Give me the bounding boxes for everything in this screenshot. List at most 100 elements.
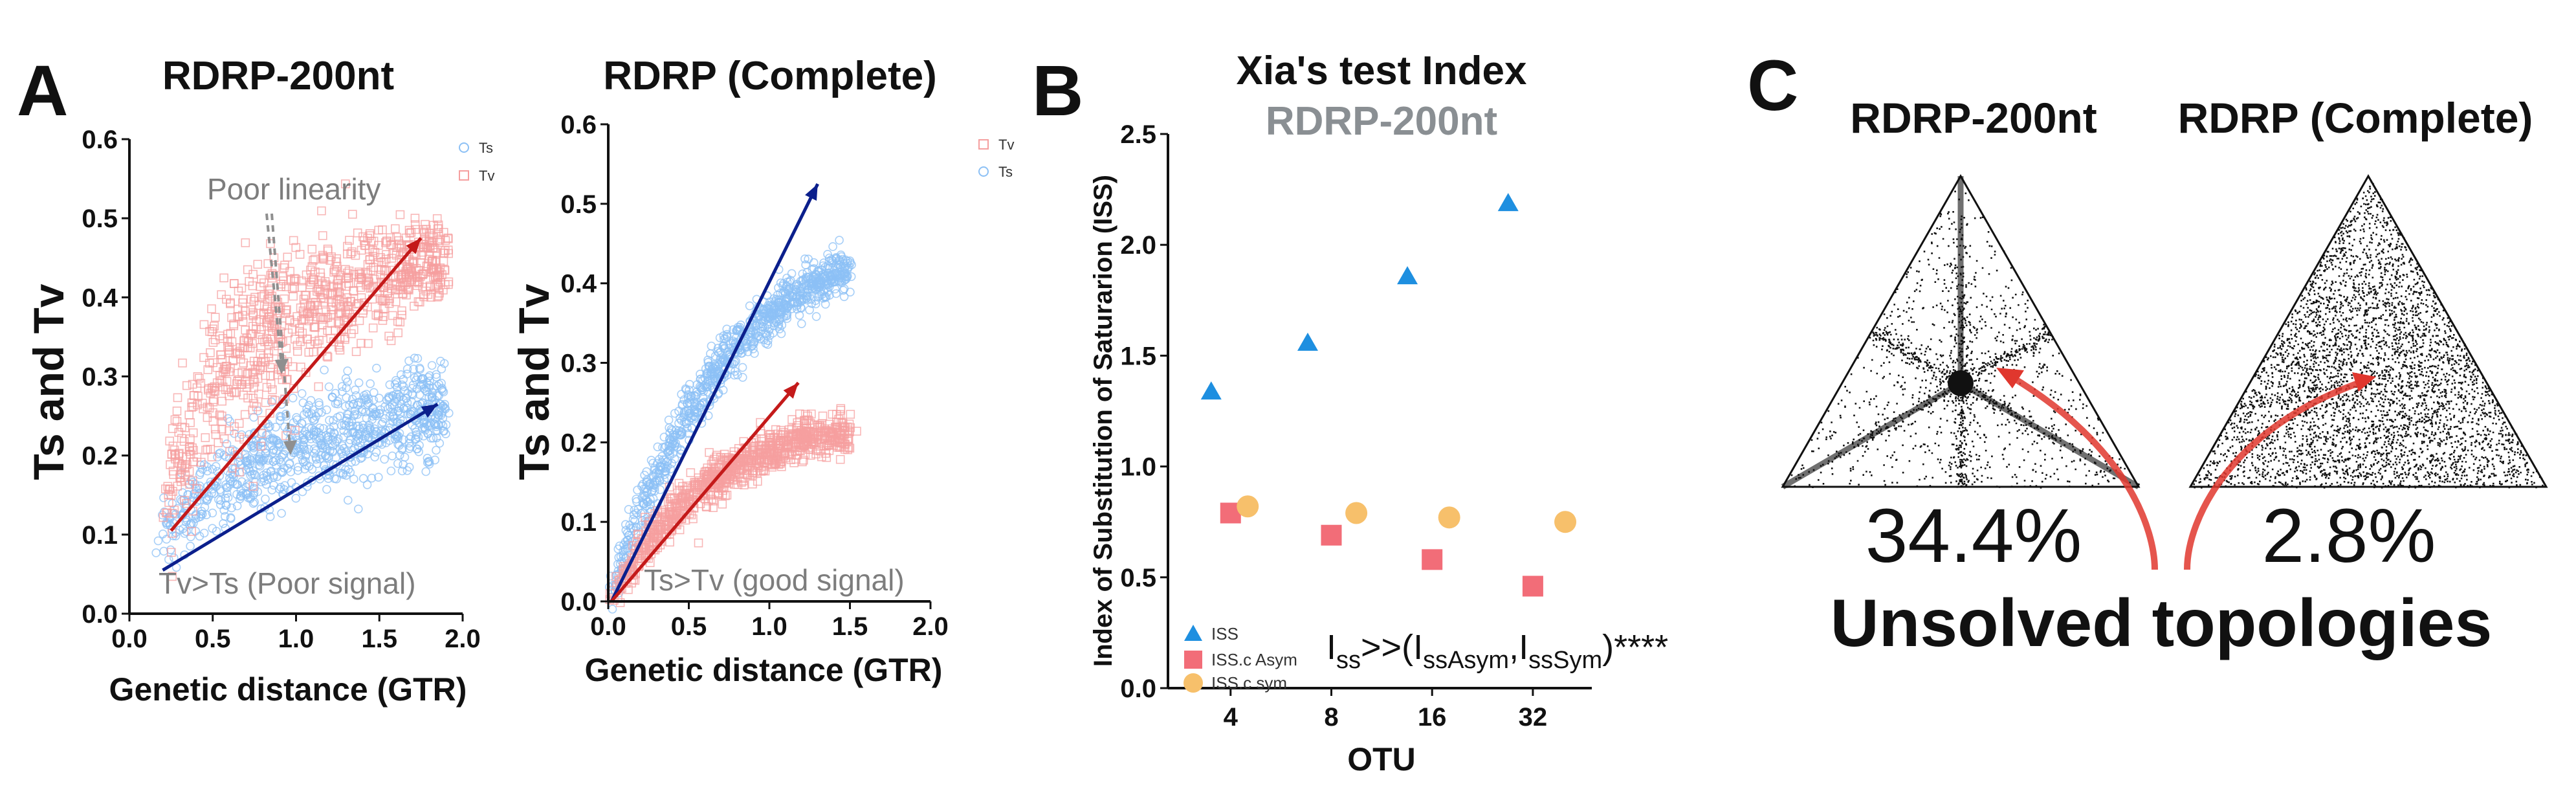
scatter-point-tv (290, 318, 300, 328)
scatter-point-ts (197, 509, 207, 519)
scatter-point-ts (307, 414, 317, 423)
scatter-point-ts (219, 519, 228, 528)
scatter-point-tv (285, 315, 294, 324)
scatter-point-ts (423, 429, 433, 438)
scatter-point-tv (328, 305, 338, 315)
scatter-point-tv (210, 313, 220, 322)
scatter-point-tv (186, 418, 195, 427)
scatter-point-tv (843, 436, 852, 446)
scatter-point-tv (248, 482, 258, 491)
scatter-point-ts (777, 320, 787, 330)
scatter-point-ts (370, 452, 380, 462)
scatter-point-tv (835, 443, 844, 452)
scatter-point-tv (364, 277, 373, 286)
scatter-point-tv (247, 295, 256, 304)
scatter-point-tv (328, 288, 338, 298)
x-tick-label: 1.5 (832, 612, 868, 641)
scatter-point-tv (177, 434, 186, 443)
scatter-point-ts (371, 407, 380, 417)
scatter-point-ts (406, 432, 416, 441)
scatter-point-ts (378, 418, 388, 427)
scatter-point-ts (248, 466, 258, 476)
point-iss (1200, 381, 1222, 400)
scatter-point-ts (412, 430, 421, 440)
scatter-point-tv (314, 382, 324, 392)
scatter-point-tv (234, 375, 244, 385)
scatter-point-ts (674, 407, 683, 416)
scatter-point-tv (373, 309, 383, 318)
x-axis-label: Genetic distance (GTR) (109, 671, 467, 708)
scatter-point-ts (380, 454, 389, 464)
scatter-point-ts (408, 420, 417, 430)
plot-title: RDRP-200nt (162, 54, 394, 98)
scatter-point-ts (846, 272, 856, 282)
scatter-point-tv (654, 526, 663, 535)
trend-arrow-ts (162, 403, 439, 572)
scatter-point-tv (208, 408, 217, 418)
legend-label: Tv (998, 137, 1014, 153)
legend: ISS ISS.c Asym ISS.c sym (1183, 624, 1297, 693)
scatter-point-tv (444, 280, 453, 289)
scatter-point-tv (690, 478, 699, 487)
scatter-point-ts (814, 273, 824, 282)
scatter-point-tv (440, 265, 449, 274)
scatter-point-tv (709, 469, 718, 478)
scatter-point-ts (676, 430, 685, 440)
scatter-point-tv (298, 306, 308, 316)
scatter-point-ts (311, 452, 321, 462)
point-iss-sym (1345, 502, 1368, 524)
scatter-point-tv (369, 274, 379, 284)
scatter-point-tv (797, 432, 806, 441)
scatter-point-tv (233, 377, 242, 386)
scatter-point-tv (246, 305, 256, 315)
scatter-point-ts (822, 287, 832, 297)
scatter-point-ts (159, 493, 168, 502)
x-tick-label: 0.5 (671, 612, 707, 641)
scatter-point-ts (301, 452, 311, 461)
scatter-point-tv (363, 234, 373, 243)
scatter-point-ts (243, 479, 252, 489)
scatter-point-tv (207, 327, 217, 337)
scatter-point-ts (751, 328, 760, 337)
scatter-point-tv (304, 348, 314, 357)
trend-arrow-tv (170, 237, 423, 532)
scatter-point-tv (207, 384, 217, 393)
scatter-point-tv (168, 466, 178, 476)
scatter-point-ts (413, 353, 423, 363)
scatter-point-tv (347, 247, 357, 256)
scatter-point-tv (188, 428, 198, 438)
triangle-title: RDRP (Complete) (2178, 94, 2533, 142)
scatter-point-ts (313, 459, 322, 469)
scatter-point-tv (199, 320, 209, 329)
scatter-point-tv (401, 280, 410, 289)
scatter-point-ts (732, 326, 742, 335)
scatter-point-ts (433, 426, 443, 436)
legend: Tv Ts (978, 137, 1014, 180)
scatter-point-ts (343, 366, 353, 375)
scatter-point-ts (166, 545, 175, 555)
scatter-point-tv (791, 434, 800, 444)
scatter-point-ts (196, 511, 205, 521)
scatter-point-tv (217, 396, 227, 406)
scatter-point-tv (192, 484, 201, 493)
scatter-point-tv (391, 272, 401, 282)
central-band (1781, 381, 1963, 489)
scatter-point-ts (428, 393, 437, 403)
scatter-point-ts (835, 270, 844, 280)
scatter-point-ts (349, 399, 358, 408)
scatter-point-tv (430, 282, 439, 291)
scatter-point-ts (430, 455, 440, 465)
scatter-point-ts (412, 400, 422, 410)
scatter-point-ts (208, 464, 217, 474)
scatter-point-ts (395, 403, 404, 413)
scatter-point-ts (432, 372, 441, 382)
scatter-point-tv (203, 365, 213, 374)
scatter-point-tv (307, 245, 317, 254)
scatter-point-ts (814, 276, 824, 285)
scatter-point-tv (703, 472, 712, 482)
y-tick-label: 2.5 (1120, 120, 1156, 149)
scatter-point-tv (418, 240, 428, 249)
scatter-point-ts (168, 531, 178, 541)
scatter-point-tv (331, 326, 340, 335)
scatter-point-tv (418, 282, 428, 292)
